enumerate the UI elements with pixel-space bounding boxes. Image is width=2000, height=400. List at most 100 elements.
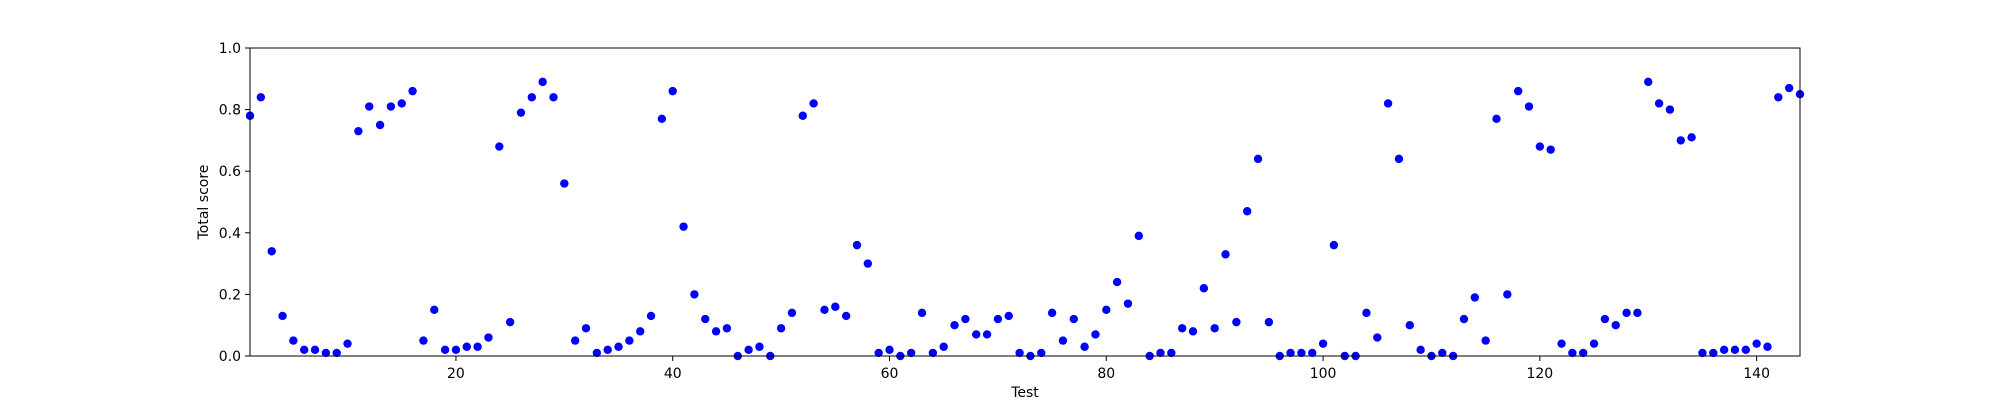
x-tick-label: 80 [1097,366,1115,382]
x-axis: 20 40 60 80 100 120 140 [447,356,1770,382]
data-point [657,114,667,124]
data-point [256,93,266,102]
data-point [1524,102,1534,111]
data-point [1633,308,1642,318]
data-point [408,86,417,96]
data-point [831,302,840,311]
data-point [690,290,699,299]
data-point [1232,317,1241,327]
data-point [538,77,547,87]
data-point [1741,345,1751,355]
y-tick-label: 0.2 [219,287,241,303]
y-axis: 0.0 0.2 0.4 0.6 0.8 1.0 [219,41,250,365]
data-point [495,142,504,151]
data-point [787,308,797,318]
data-point [1665,105,1675,114]
data-point [668,86,677,96]
data-point [1644,77,1653,87]
data-point [1329,240,1339,250]
data-point [1557,339,1566,348]
data-point [1318,339,1328,348]
y-axis-label: Total score [196,165,212,241]
data-point [1470,293,1480,302]
data-point [1600,314,1610,324]
data-point [1503,290,1512,299]
data-point [1308,348,1317,358]
data-point [776,324,786,333]
data-point [1069,314,1078,324]
data-point [1622,308,1631,318]
data-point [1654,99,1664,108]
data-point [982,330,992,339]
data-point [939,342,948,351]
y-tick-label: 1.0 [219,41,241,57]
data-point [906,348,916,358]
data-point [1123,299,1133,308]
data-point [1709,348,1718,358]
y-tick-label: 0.0 [219,349,241,365]
data-point [332,348,341,358]
data-point [1297,348,1306,358]
data-point [993,314,1003,324]
data-point [397,99,406,108]
data-point [711,327,721,336]
data-point [375,120,385,130]
data-point [516,108,526,117]
data-point [1438,348,1447,358]
data-point [852,240,862,250]
data-point [874,348,883,358]
data-point [1210,324,1219,333]
data-point [310,345,320,355]
data-point [625,336,634,345]
data-point [1698,348,1707,358]
data-point [1719,345,1729,355]
x-tick-label: 60 [881,366,899,382]
data-point [1058,336,1068,345]
y-tick-label: 0.8 [219,103,241,119]
data-point [289,336,298,345]
x-tick-label: 100 [1310,366,1337,382]
data-point [440,345,450,355]
data-point [1676,136,1685,145]
data-point [798,111,807,120]
data-point [1167,348,1176,358]
data-point [1459,314,1469,324]
data-point [636,327,645,336]
data-point [581,324,591,333]
data-point [1546,145,1555,154]
data-point [1221,250,1230,259]
data-point [1492,114,1501,124]
y-tick-label: 0.4 [219,226,241,242]
data-point [570,336,580,345]
data-point [809,99,818,108]
data-point [1080,342,1089,351]
data-point [1687,133,1696,142]
data-point [299,345,309,355]
data-point [1199,284,1209,293]
data-point [1763,342,1772,351]
data-point [1513,86,1523,96]
data-point [1102,305,1111,314]
data-point [1156,348,1165,358]
data-point [1394,154,1404,164]
data-point [451,345,461,355]
data-points [245,77,1805,361]
data-point [885,345,894,355]
data-point [820,305,829,314]
data-point [343,339,352,348]
data-point [321,348,331,358]
data-point [1373,333,1382,342]
data-point [462,342,471,351]
data-point [1481,336,1490,345]
data-point [1177,324,1187,333]
x-axis-label: Test [1010,385,1039,400]
data-point [1091,330,1100,339]
data-point [354,126,363,136]
data-point [1015,348,1024,358]
data-point [1253,154,1263,164]
data-point [744,345,753,355]
data-point [1784,83,1794,93]
data-point [646,311,656,321]
data-point [1611,321,1620,330]
data-point [841,311,851,321]
